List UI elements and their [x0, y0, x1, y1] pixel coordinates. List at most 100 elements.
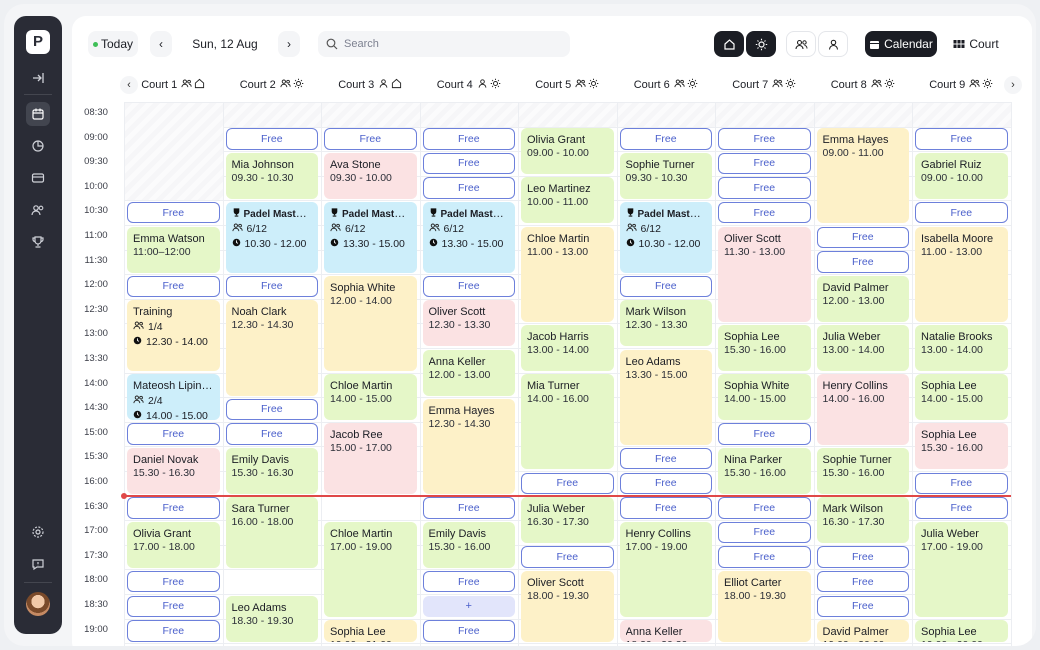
free-slot-button[interactable]: Free — [225, 398, 318, 421]
booking-card[interactable]: Sophia Lee 15.30 - 16.00 — [718, 324, 811, 372]
booking-card[interactable]: Oliver Scott 12.30 - 13.30 — [422, 300, 515, 347]
booking-card[interactable]: Emily Davis 15.30 - 16.00 — [422, 521, 515, 568]
booking-card[interactable]: Mark Wilson 16.30 - 17.30 — [816, 497, 909, 544]
booking-card[interactable]: Ava Stone 09.30 - 10.00 — [324, 152, 417, 199]
calendar-nav-icon[interactable] — [26, 102, 50, 126]
booking-card[interactable]: Natalie Brooks 13.00 - 14.00 — [915, 324, 1008, 372]
free-slot-button[interactable]: Free — [619, 128, 712, 150]
free-slot-button[interactable]: Free — [718, 423, 811, 445]
doubles-filter-button[interactable] — [786, 31, 816, 57]
booking-card[interactable]: Emma Hayes 09.00 - 11.00 — [816, 128, 909, 224]
booking-card[interactable]: Chloe Martin 14.00 - 15.00 — [324, 374, 417, 421]
booking-card[interactable]: Noah Clark 12.30 - 14.30 — [225, 300, 318, 396]
group-session-card[interactable]: Training 1/4 12.30 - 14.00 — [127, 300, 220, 372]
free-slot-button[interactable]: Free — [816, 595, 909, 618]
user-avatar[interactable] — [26, 592, 50, 616]
booking-card[interactable]: Leo Adams 13.30 - 15.00 — [619, 349, 712, 445]
app-logo[interactable]: P — [26, 30, 50, 54]
free-slot-button[interactable]: Free — [816, 226, 909, 249]
booking-card[interactable]: Jacob Ree 15.00 - 17.00 — [324, 423, 417, 495]
free-slot-button[interactable]: Free — [816, 570, 909, 593]
booking-card[interactable]: Oliver Scott 11.30 - 13.00 — [718, 226, 811, 322]
booking-card[interactable]: Sara Turner 16.00 - 18.00 — [225, 497, 318, 568]
free-slot-button[interactable]: Free — [915, 201, 1008, 224]
free-slot-button[interactable]: Free — [225, 128, 318, 150]
free-slot-button[interactable]: Free — [127, 497, 220, 519]
group-session-card[interactable]: Mateosh Lipinski... 2/4 14.00 - 15.00 — [127, 374, 220, 421]
booking-card[interactable]: Gabriel Ruiz 09.00 - 10.00 — [915, 152, 1008, 199]
next-courts-button[interactable]: › — [1004, 76, 1022, 94]
booking-card[interactable]: Elliot Carter 18.00 - 19.30 — [718, 570, 811, 642]
current-date[interactable]: Sun, 12 Aug — [192, 37, 258, 51]
free-slot-button[interactable]: Free — [915, 128, 1008, 150]
free-slot-button[interactable]: Free — [127, 201, 220, 224]
free-slot-button[interactable]: Free — [619, 447, 712, 470]
free-slot-button[interactable]: Free — [718, 152, 811, 175]
booking-card[interactable]: Daniel Novak 15.30 - 16.30 — [127, 447, 220, 495]
booking-card[interactable]: Oliver Scott 18.00 - 19.30 — [521, 570, 614, 642]
booking-card[interactable]: Emily Davis 15.30 - 16.30 — [225, 447, 318, 495]
booking-card[interactable]: Henry Collins 17.00 - 19.00 — [619, 521, 712, 618]
members-nav-icon[interactable] — [26, 198, 50, 222]
free-slot-button[interactable]: Free — [619, 275, 712, 298]
free-slot-button[interactable]: Free — [718, 177, 811, 199]
free-slot-button[interactable]: Free — [619, 472, 712, 495]
booking-card[interactable]: David Palmer 12.00 - 13.00 — [816, 275, 909, 322]
free-slot-button[interactable]: Free — [422, 128, 515, 150]
free-slot-button[interactable]: Free — [422, 570, 515, 593]
booking-card[interactable]: Mark Wilson 12.30 - 13.30 — [619, 300, 712, 347]
booking-card[interactable]: Chloe Martin 17.00 - 19.00 — [324, 521, 417, 618]
booking-card[interactable]: Henry Collins 14.00 - 16.00 — [816, 374, 909, 445]
free-slot-button[interactable]: Free — [718, 201, 811, 224]
booking-card[interactable]: Nina Parker 15.30 - 16.00 — [718, 447, 811, 495]
next-day-button[interactable]: › — [278, 31, 300, 57]
booking-card[interactable]: Leo Martinez 10.00 - 11.00 — [521, 177, 614, 224]
booking-card[interactable]: Sophia Lee 14.00 - 15.00 — [915, 374, 1008, 421]
prev-courts-button[interactable]: ‹ — [120, 76, 138, 94]
free-slot-button[interactable]: Free — [816, 546, 909, 568]
booking-card[interactable]: Olivia Grant 17.00 - 18.00 — [127, 521, 220, 568]
free-slot-button[interactable]: Free — [915, 497, 1008, 519]
free-slot-button[interactable]: Free — [718, 128, 811, 150]
free-slot-button[interactable]: Free — [718, 521, 811, 544]
booking-card[interactable]: Jacob Harris 13.00 - 14.00 — [521, 324, 614, 372]
today-button[interactable]: Today — [88, 31, 138, 57]
booking-card[interactable]: Sophie Turner 09.30 - 10.30 — [619, 152, 712, 199]
booking-card[interactable]: Chloe Martin 11.00 - 13.00 — [521, 226, 614, 322]
free-slot-button[interactable]: Free — [422, 497, 515, 519]
booking-card[interactable]: Olivia Grant 09.00 - 10.00 — [521, 128, 614, 175]
booking-card[interactable]: Mia Turner 14.00 - 16.00 — [521, 374, 614, 470]
free-slot-button[interactable]: Free — [718, 497, 811, 519]
booking-card[interactable]: Sophie Turner 15.30 - 16.00 — [816, 447, 909, 495]
free-slot-button[interactable]: Free — [422, 620, 515, 642]
free-slot-button[interactable]: Free — [521, 546, 614, 568]
free-slot-button[interactable]: Free — [225, 275, 318, 298]
free-slot-button[interactable]: Free — [816, 251, 909, 273]
collapse-sidebar-icon[interactable] — [26, 66, 50, 90]
free-slot-button[interactable]: Free — [718, 546, 811, 568]
booking-card[interactable]: Sophia Lee 15.30 - 16.00 — [915, 423, 1008, 470]
free-slot-button[interactable]: Free — [127, 570, 220, 593]
booking-card[interactable]: Anna Keller 12.00 - 13.00 — [422, 349, 515, 396]
free-slot-button[interactable]: Free — [422, 177, 515, 199]
booking-card[interactable]: Sophia Lee19.00 - 21.00 — [324, 620, 417, 642]
booking-card[interactable]: Leo Adams 18.30 - 19.30 — [225, 595, 318, 642]
free-slot-button[interactable]: Free — [127, 620, 220, 642]
court-view-button[interactable]: Court — [941, 31, 1011, 57]
indoor-filter-button[interactable] — [714, 31, 744, 57]
outdoor-filter-button[interactable] — [746, 31, 776, 57]
prev-day-button[interactable]: ‹ — [150, 31, 172, 57]
help-chat-icon[interactable] — [26, 552, 50, 576]
free-slot-button[interactable]: Free — [324, 128, 417, 150]
settings-icon[interactable] — [26, 520, 50, 544]
search-input[interactable]: Search — [318, 31, 570, 57]
booking-card[interactable]: Julia Weber 13.00 - 14.00 — [816, 324, 909, 372]
free-slot-button[interactable]: Free — [225, 423, 318, 445]
group-session-card[interactable]: Padel Master... 6/12 10.30 - 12.00 — [225, 201, 318, 273]
free-slot-button[interactable]: Free — [422, 152, 515, 175]
add-booking-button[interactable]: + — [422, 595, 515, 618]
booking-card[interactable]: Emma Watson 11:00–12:00 — [127, 226, 220, 273]
payments-nav-icon[interactable] — [26, 166, 50, 190]
booking-card[interactable]: David Palmer19.00 - 20.00 — [816, 620, 909, 642]
free-slot-button[interactable]: Free — [127, 423, 220, 445]
